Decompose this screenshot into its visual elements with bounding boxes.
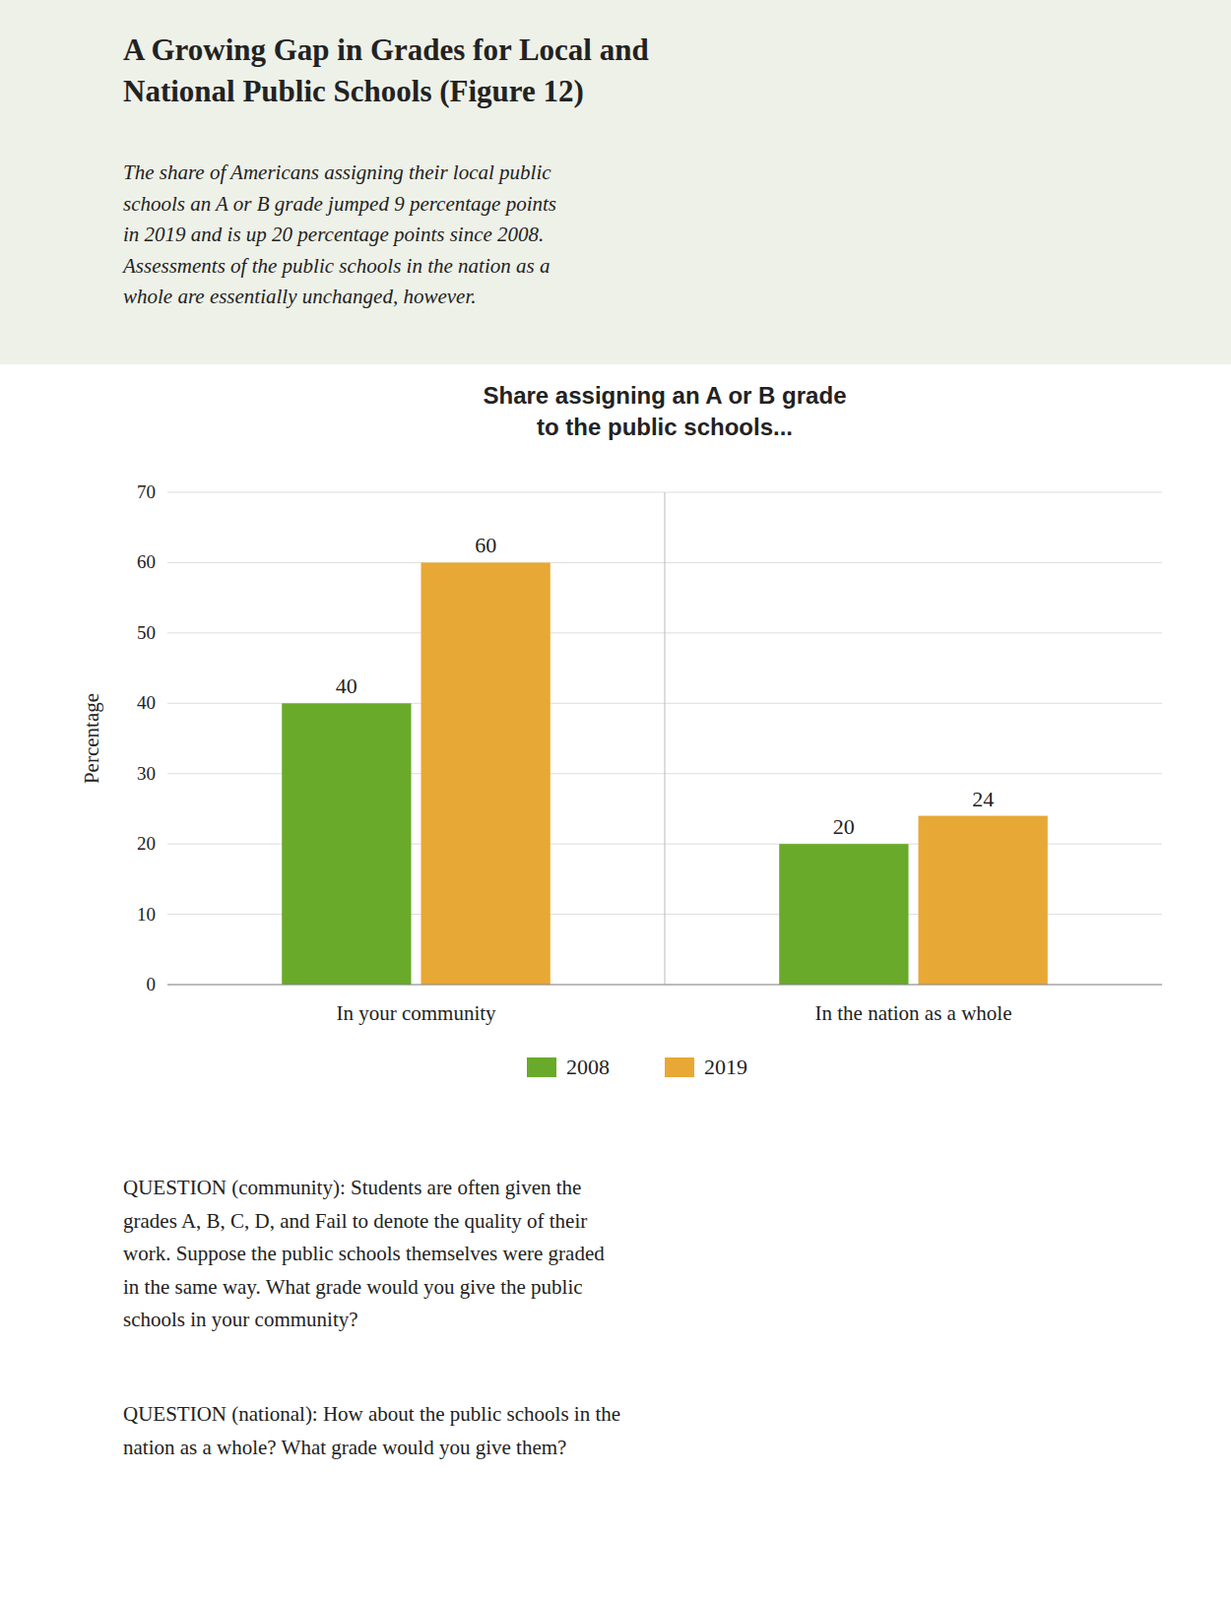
x-tick-label: In your community <box>335 1001 497 1026</box>
data-label: 60 <box>474 532 497 558</box>
question-national: QUESTION (national): How about the publi… <box>123 1398 1158 1465</box>
x-axis-line <box>167 984 1163 986</box>
data-label: 24 <box>971 786 994 812</box>
chart-svg: Share assigning an A or B gradeto the pu… <box>0 364 1231 1143</box>
y-tick-label: 10 <box>136 904 156 925</box>
y-tick-label: 50 <box>136 622 156 644</box>
y-tick-label: 30 <box>136 763 156 784</box>
bar <box>778 843 908 985</box>
group-divider <box>664 492 666 985</box>
question-community: QUESTION (community): Students are often… <box>123 1171 1158 1338</box>
bar <box>918 816 1048 985</box>
title: A Growing Gap in Grades for Local and Na… <box>123 29 1158 113</box>
legend-label: 2019 <box>704 1054 748 1080</box>
y-tick-label: 60 <box>136 551 156 573</box>
y-tick-label: 70 <box>136 481 156 503</box>
chart-title: Share assigning an A or B gradeto the pu… <box>483 382 847 441</box>
grid <box>167 492 1163 985</box>
y-tick-label: 20 <box>136 833 156 854</box>
y-axis-label: Percentage <box>79 693 104 784</box>
x-tick-label: In the nation as a whole <box>814 1001 1012 1026</box>
legend-label: 2008 <box>566 1054 610 1080</box>
legend-swatch <box>526 1057 557 1078</box>
question-panel: QUESTION (community): Students are often… <box>0 1157 1231 1600</box>
legend: 2008 2019 <box>526 1054 748 1080</box>
y-tick-label: 40 <box>136 692 156 713</box>
data-label: 20 <box>833 814 855 840</box>
subtitle: The share of Americans assigning their l… <box>123 157 1158 314</box>
data-label: 40 <box>335 673 358 699</box>
chart-panel: Share assigning an A or B gradeto the pu… <box>0 364 1231 1143</box>
header-panel: A Growing Gap in Grades for Local and Na… <box>0 0 1231 365</box>
bar <box>421 562 551 985</box>
y-tick-label: 0 <box>146 973 157 995</box>
legend-swatch <box>664 1057 695 1078</box>
bar <box>281 703 411 985</box>
grid-line <box>167 984 1163 986</box>
